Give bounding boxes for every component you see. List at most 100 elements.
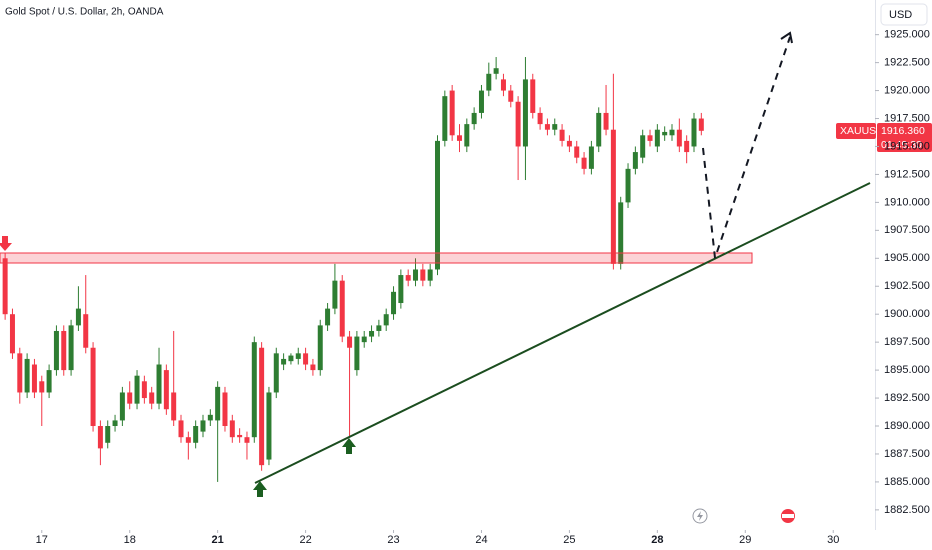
projection-arrowhead [780,31,793,44]
candle-body [2,258,8,315]
candle-body [640,135,646,158]
candle-body [566,140,572,147]
candle-body [237,434,243,438]
candle-body [435,140,440,270]
candle-body [141,381,147,399]
candle-body [383,314,389,326]
candle-body [347,336,353,348]
y-tick-label: 1885.000 [884,476,930,488]
x-tick-label: 30 [827,534,839,546]
candle-body [684,140,690,153]
x-tick-label: 28 [651,534,663,546]
candle-body [97,426,103,449]
flag-icon[interactable] [781,509,795,523]
candle-body [442,96,448,141]
y-tick-label: 1910.000 [884,196,930,208]
candle-body [376,325,382,331]
candle-body [61,330,67,371]
candle-body [244,437,250,443]
y-tick-label: 1912.500 [884,168,930,180]
candle-body [288,355,294,362]
candle-body [574,146,580,158]
candle-body [207,414,213,421]
y-tick-label: 1922.500 [884,57,930,69]
candle-body [354,336,360,371]
candle-body [83,314,89,348]
candle-body [464,124,470,147]
y-tick-label: 1905.000 [884,252,930,264]
candle-body [471,112,477,125]
y-tick-label: 1895.000 [884,364,930,376]
candle-body [39,381,45,393]
flash-icon[interactable] [692,508,708,524]
candle-body [90,347,96,427]
currency-label[interactable]: USD [889,9,912,21]
candle-body [530,79,536,113]
candle-body [53,330,59,371]
candle-body [178,420,184,438]
y-tick-label: 1920.000 [884,84,930,96]
candle-body [537,112,543,125]
candle-body [449,90,455,136]
candle-body [500,79,506,91]
candle-body [222,392,228,427]
candle-body [369,330,375,337]
currency-button[interactable] [880,3,928,26]
y-tick-label: 1882.500 [884,504,930,516]
candle-body [552,124,558,130]
up-arrow [342,438,356,454]
candle-body [134,375,140,404]
candle-body [171,392,177,421]
candle-body [119,392,125,421]
trend-line [254,182,871,484]
candle-body [478,90,484,113]
candle-body [215,386,221,421]
candle-body [295,353,301,359]
candle-body [662,131,668,136]
candle-body [332,280,338,309]
candle-body [625,168,631,203]
candle-body [398,275,404,304]
candle-body [325,308,331,326]
candle-body [544,124,550,130]
candle-body [588,146,594,169]
candle-body [515,101,521,147]
candle-body [654,129,660,147]
candle-body [698,118,704,131]
price-tag [877,123,932,152]
candle-body [669,129,675,136]
x-tick-label: 22 [299,534,311,546]
projection-path [702,36,791,259]
y-tick-label: 1925.000 [884,29,930,41]
chart-title: Gold Spot / U.S. Dollar, 2h, OANDA [5,7,164,18]
candle-body [273,353,279,393]
up-arrow [253,481,267,497]
candle-body [105,426,111,443]
candle-body [156,364,162,404]
x-tick-label: 24 [475,534,487,546]
candle-body [427,269,433,281]
candle-body [127,392,133,404]
candle-body [420,269,426,281]
x-tick-label: 29 [739,534,751,546]
candle-body [339,280,345,337]
x-tick-label: 17 [36,534,48,546]
candle-body [676,129,682,147]
candle-body [149,392,155,404]
x-tick-label: 18 [124,534,136,546]
candle-body [596,112,602,147]
x-tick-label: 25 [563,534,575,546]
candle-body [508,90,514,102]
candle-body [581,157,587,169]
candle-body [31,364,37,393]
candle-body [193,426,199,443]
candle-body [610,129,616,264]
candle-body [251,342,257,438]
candle-body [456,135,462,141]
candle-body [618,202,624,264]
candle-body [559,129,565,141]
candle-body [413,269,419,281]
candle-body [46,370,52,393]
